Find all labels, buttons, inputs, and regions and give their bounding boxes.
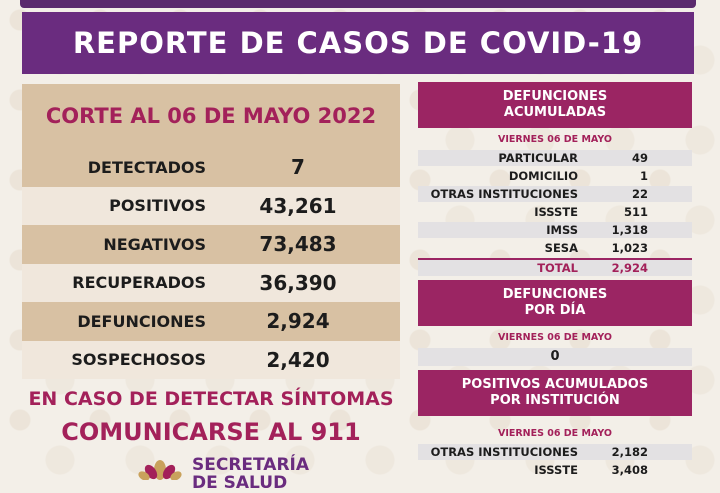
- symptoms-alert: EN CASO DE DETECTAR SÍNTOMAS: [28, 388, 394, 410]
- cutoff-date: CORTE AL 06 DE MAYO 2022: [22, 84, 400, 148]
- row-label: PARTICULAR: [498, 151, 578, 165]
- row-value: 22: [631, 187, 648, 201]
- table-row: IMSS 1,318: [418, 222, 692, 238]
- table-row: DOMICILIO 1: [418, 168, 692, 184]
- stat-row-detectados: DETECTADOS 7: [22, 148, 400, 187]
- logo-line2: DE SALUD: [192, 473, 288, 493]
- deaths-per-day-date: VIERNES 06 DE MAYO: [497, 332, 612, 343]
- stat-row-recuperados: RECUPERADOS 36,390: [22, 263, 400, 302]
- stat-label: DEFUNCIONES: [77, 311, 206, 331]
- row-value: 2,182: [611, 445, 648, 459]
- header-line: DEFUNCIONES: [502, 89, 608, 104]
- row-label: ISSSTE: [534, 205, 578, 219]
- header-line: POR INSTITUCIÓN: [490, 393, 620, 408]
- row-value: 1,318: [611, 223, 648, 237]
- summary-panel: CORTE AL 06 DE MAYO 2022 DETECTADOS 7 PO…: [22, 84, 400, 379]
- table-row: OTRAS INSTITUCIONES 2,182: [418, 444, 692, 460]
- row-label: OTRAS INSTITUCIONES: [430, 445, 578, 459]
- row-value: 1: [639, 169, 648, 183]
- total-label: TOTAL: [537, 261, 578, 275]
- stat-label: DETECTADOS: [87, 157, 206, 177]
- health-secretariat-logo: SECRETARÍA DE SALUD: [138, 454, 309, 492]
- stat-label: RECUPERADOS: [72, 273, 206, 293]
- stat-row-defunciones: DEFUNCIONES 2,924: [22, 302, 400, 341]
- stat-value: 36,390: [259, 270, 337, 295]
- stat-value: 73,483: [259, 232, 337, 257]
- flower-emblem-icon: [138, 460, 182, 480]
- stat-row-positivos: POSITIVOS 43,261: [22, 186, 400, 225]
- stat-row-sospechosos: SOSPECHOSOS 2,420: [22, 340, 400, 379]
- header-line: POSITIVOS ACUMULADOS: [461, 377, 649, 392]
- table-row: ISSSTE 3,408: [418, 462, 692, 478]
- row-value: 49: [631, 151, 648, 165]
- table-row: OTRAS INSTITUCIONES 22: [418, 186, 692, 202]
- emergency-number: COMUNICARSE AL 911: [61, 418, 361, 446]
- row-label: IMSS: [546, 223, 578, 237]
- stat-label: NEGATIVOS: [103, 234, 206, 254]
- stat-value: 2,924: [266, 309, 330, 334]
- deaths-accumulated-header: DEFUNCIONES ACUMULADAS: [418, 82, 692, 128]
- deaths-per-day-header: DEFUNCIONES POR DÍA: [418, 280, 692, 326]
- header-line: DEFUNCIONES: [502, 287, 608, 302]
- row-label: DOMICILIO: [508, 169, 578, 183]
- positives-by-institution-header: POSITIVOS ACUMULADOS POR INSTITUCIÓN: [418, 370, 692, 416]
- deaths-accumulated-date: VIERNES 06 DE MAYO: [497, 134, 612, 145]
- table-row: ISSSTE 511: [418, 204, 692, 220]
- row-label: OTRAS INSTITUCIONES: [430, 187, 578, 201]
- top-accent-bar: [20, 0, 696, 8]
- row-label: SESA: [544, 241, 578, 255]
- row-value: 511: [623, 205, 648, 219]
- row-value: 3,408: [611, 463, 648, 477]
- stat-value: 7: [291, 155, 305, 180]
- table-row: SESA 1,023: [418, 240, 692, 256]
- stat-value: 43,261: [259, 193, 337, 218]
- logo-line1: SECRETARÍA: [192, 455, 310, 475]
- header-line: POR DÍA: [524, 303, 586, 318]
- stat-label: SOSPECHOSOS: [71, 350, 206, 370]
- header-line: ACUMULADAS: [503, 105, 607, 120]
- deaths-per-day-value: 0: [418, 348, 692, 366]
- positives-by-institution-date: VIERNES 06 DE MAYO: [497, 428, 612, 439]
- report-title: REPORTE DE CASOS DE COVID-19: [22, 12, 694, 74]
- stat-value: 2,420: [266, 347, 330, 372]
- total-value: 2,924: [611, 261, 648, 275]
- stat-label: POSITIVOS: [109, 196, 206, 216]
- stat-row-negativos: NEGATIVOS 73,483: [22, 225, 400, 264]
- row-label: ISSSTE: [534, 463, 578, 477]
- row-value: 1,023: [611, 241, 648, 255]
- table-row: PARTICULAR 49: [418, 150, 692, 166]
- total-row: TOTAL 2,924: [418, 258, 692, 276]
